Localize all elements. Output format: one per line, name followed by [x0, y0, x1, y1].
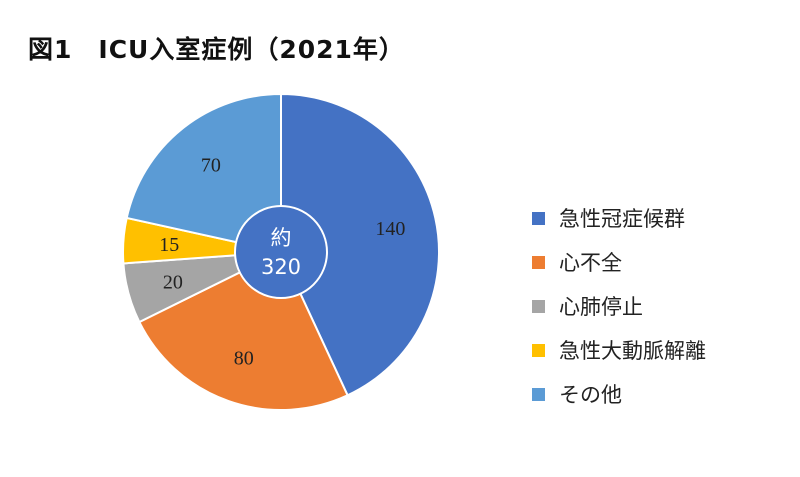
legend-swatch: [532, 299, 545, 313]
pie-slice: [280, 92, 440, 397]
data-label: 15: [159, 234, 179, 256]
center-label-line1: 約: [271, 226, 292, 250]
legend-label: 急性大動脈解離: [559, 339, 706, 363]
legend-item: その他: [532, 372, 706, 416]
legend: 急性冠症候群 心不全心肺停止急性大動脈解離 その他: [532, 196, 706, 416]
legend-item: 心不全: [532, 240, 706, 284]
data-label: 20: [163, 271, 183, 293]
pie-slice: [125, 92, 282, 254]
data-labels: 140 80 20 15 70: [159, 155, 405, 370]
legend-swatch: [532, 255, 545, 269]
data-label: 140: [375, 218, 405, 240]
center-badge: 約 320: [234, 205, 328, 299]
legend-item: 心肺停止: [532, 284, 706, 328]
legend-item: 急性大動脈解離: [532, 328, 706, 372]
data-label: 80: [234, 348, 254, 370]
legend-label: その他: [559, 383, 622, 407]
legend-item: 急性冠症候群: [532, 196, 706, 240]
legend-label: 心不全: [559, 251, 622, 275]
data-label: 70: [201, 155, 221, 177]
chart-title: 図1 ICU入室症例（2021年）: [28, 35, 405, 64]
legend-swatch: [532, 211, 545, 225]
legend-label: 心肺停止: [559, 295, 643, 319]
legend-label: 急性冠症候群: [559, 207, 685, 231]
legend-swatch: [532, 387, 545, 401]
center-label-line2: 320: [261, 255, 301, 279]
legend-swatch: [532, 343, 545, 357]
center-circle: [234, 205, 328, 299]
